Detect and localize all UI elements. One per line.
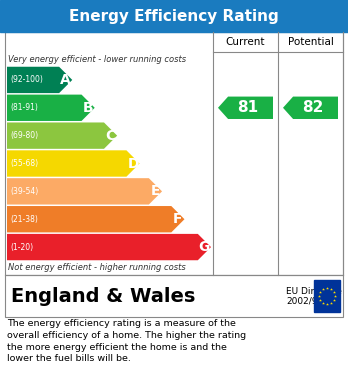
Bar (5, 275, 343, 317)
Polygon shape (7, 178, 162, 204)
Text: C: C (105, 129, 116, 143)
Text: (92-100): (92-100) (10, 75, 43, 84)
Bar (0, 0, 348, 32)
Text: F: F (173, 212, 183, 226)
Text: E: E (151, 185, 160, 198)
Text: 2002/91/EC: 2002/91/EC (286, 296, 338, 305)
Text: England & Wales: England & Wales (11, 287, 195, 305)
Text: Not energy efficient - higher running costs: Not energy efficient - higher running co… (8, 264, 186, 273)
Bar (314, 280, 340, 312)
Text: 82: 82 (302, 100, 324, 115)
Text: Very energy efficient - lower running costs: Very energy efficient - lower running co… (8, 54, 186, 63)
Text: D: D (127, 156, 139, 170)
Bar (5, 32, 343, 275)
Text: (81-91): (81-91) (10, 103, 38, 112)
Text: Energy Efficiency Rating: Energy Efficiency Rating (69, 9, 279, 23)
Polygon shape (7, 234, 211, 260)
Text: B: B (83, 101, 94, 115)
Text: (69-80): (69-80) (10, 131, 38, 140)
Polygon shape (218, 97, 273, 119)
Text: The energy efficiency rating is a measure of the
overall efficiency of a home. T: The energy efficiency rating is a measur… (7, 319, 246, 363)
Text: EU Directive: EU Directive (286, 287, 342, 296)
Text: A: A (60, 73, 71, 87)
Text: Potential: Potential (287, 37, 333, 47)
Text: (21-38): (21-38) (10, 215, 38, 224)
Polygon shape (7, 95, 95, 121)
Text: Current: Current (226, 37, 265, 47)
Polygon shape (7, 150, 140, 177)
Text: G: G (199, 240, 210, 254)
Text: (1-20): (1-20) (10, 242, 33, 251)
Text: (39-54): (39-54) (10, 187, 38, 196)
Polygon shape (7, 206, 184, 232)
Text: 81: 81 (237, 100, 259, 115)
Polygon shape (7, 122, 117, 149)
Polygon shape (283, 97, 338, 119)
Text: (55-68): (55-68) (10, 159, 38, 168)
Polygon shape (7, 67, 72, 93)
